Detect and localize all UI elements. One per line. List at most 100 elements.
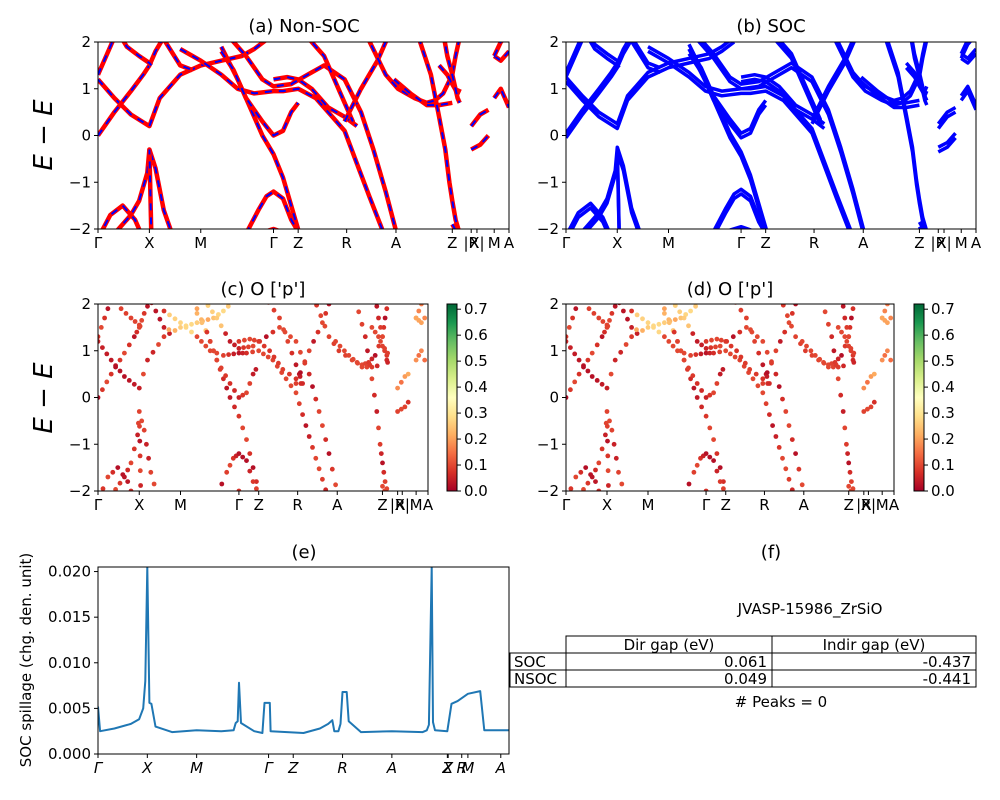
panel-d-point-290	[851, 350, 857, 356]
panel-c-xtick-label-11: A	[423, 496, 434, 514]
panel-c-point-154	[244, 390, 249, 396]
panel-a-band-dash-12	[247, 190, 298, 229]
panel-d-point-59	[572, 379, 578, 385]
panel-b-band-dn-0	[570, 206, 608, 229]
panel-b-band-dn-21	[909, 42, 929, 106]
panel-c-point-13	[128, 460, 134, 466]
panel-b-xtick-label-8: |R	[931, 234, 946, 252]
panel-b-band-up-11	[740, 72, 826, 126]
panel-d-plot-area	[566, 292, 894, 498]
panel-c-point-22	[148, 469, 154, 475]
panel-d-point-235	[789, 311, 795, 316]
panel-d-point-278	[845, 451, 850, 456]
panel-d-point-159	[709, 337, 714, 343]
panel-c-point-15	[135, 432, 141, 438]
panel-d-point-221	[748, 327, 753, 333]
panel-d-point-196	[708, 345, 714, 350]
panel-c-point-135	[232, 404, 237, 410]
panel-c-point-141	[254, 479, 259, 484]
panel-d-point-7	[596, 488, 602, 491]
panel-d-point-91	[640, 316, 645, 322]
panel-c-point-19	[141, 427, 147, 433]
panel-c-point-239	[318, 313, 324, 319]
panel-b-xtick-label-1: X	[612, 234, 622, 252]
panel-d-ytick-label-3: 1	[549, 342, 559, 360]
panel-d-point-273	[835, 376, 841, 382]
panel-a-band-dash-26	[493, 42, 503, 57]
panel-c-point-104	[240, 350, 246, 356]
panel-c-point-262	[355, 360, 360, 366]
panel-c-point-185	[236, 488, 242, 491]
panel-d-point-60	[576, 371, 582, 377]
panel-d-point-77	[586, 306, 592, 312]
panel-c-point-83	[145, 292, 150, 297]
panel-d-point-37	[594, 378, 600, 383]
panel-d-point-299	[846, 483, 852, 489]
panel-d-point-117	[767, 412, 772, 417]
panel-e-xtick-label-6: A	[386, 759, 397, 777]
panel-d-point-113	[750, 376, 756, 382]
panel-d-point-223	[756, 350, 762, 356]
panel-d-xtick-label-7: Z	[844, 496, 854, 514]
panel-c-point-209	[310, 384, 315, 389]
panel-b-band-dn-12	[715, 192, 765, 229]
panel-c-point-198	[250, 343, 256, 349]
panel-d-point-182	[721, 486, 726, 491]
panel-a-band-dash-15	[310, 42, 354, 122]
panel-d-point-275	[840, 409, 846, 414]
panel-d-point-277	[844, 441, 849, 447]
panel-d-point-285	[842, 334, 848, 340]
panel-c-point-152	[236, 395, 242, 400]
panel-d-point-71	[566, 334, 569, 340]
panel-e-xtick-label-3: Γ	[264, 759, 274, 777]
panel-c-point-125	[194, 306, 200, 312]
panel-c-point-117	[300, 412, 305, 417]
panel-c-point-299	[380, 483, 385, 489]
panel-c-point-234	[320, 320, 325, 326]
panel-d-point-85	[621, 308, 626, 314]
panel-c-colorbar	[446, 303, 458, 492]
panel-d-point-315	[885, 304, 890, 307]
panel-d-point-138	[711, 437, 716, 442]
panel-c-point-142	[194, 311, 200, 316]
panel-b-band-up-22	[917, 221, 926, 229]
panel-a-ytick-label-2: 0	[81, 127, 91, 145]
panel-c-point-37	[126, 378, 132, 383]
panel-c-point-12	[125, 467, 131, 473]
panel-c-point-313	[413, 315, 419, 321]
panel-c-point-77	[118, 306, 124, 312]
panel-c-point-4	[115, 465, 121, 470]
panel-d-point-226	[767, 381, 772, 386]
panel-d-point-6	[593, 479, 598, 484]
panel-c-point-70	[145, 304, 150, 309]
panel-d-point-75	[580, 292, 585, 297]
panel-b-band-dn-23	[937, 136, 957, 154]
panel-d-point-120	[776, 445, 782, 450]
panel-d-point-155	[714, 381, 720, 386]
panel-a-xtick-label-4: Z	[293, 234, 303, 252]
panel-c-cbar-tick-label-4: 0.4	[464, 378, 488, 396]
panel-a-ytick-label-3: 1	[81, 80, 91, 98]
panel-d-point-158	[703, 339, 709, 344]
panel-d-point-62	[585, 357, 591, 363]
table-row-soc-label: SOC	[514, 653, 546, 671]
panel-c-point-213	[323, 437, 329, 442]
panel-c-point-193	[227, 339, 233, 344]
panel-c-point-227	[297, 374, 303, 379]
panel-c-xtick-label-6: A	[332, 496, 343, 514]
panel-a-ytick-label-4: 2	[81, 33, 91, 51]
panel-a-band-1	[115, 147, 173, 229]
panel-c-point-56	[225, 304, 231, 309]
panel-c-point-7	[128, 488, 134, 491]
panel-d-point-121	[780, 455, 785, 461]
panel-b-band-dn-26	[959, 42, 973, 60]
panel-a-xtick-label-10: M	[488, 234, 501, 252]
panel-d-point-305	[861, 385, 867, 391]
panel-c-point-148	[218, 365, 224, 371]
panel-d-point-133	[691, 385, 697, 391]
panel-b-band-up-24	[936, 105, 957, 125]
panel-a-xtick-label-2: M	[194, 234, 207, 252]
panel-c-point-268	[356, 309, 362, 315]
panel-c-point-23	[151, 481, 157, 487]
panel-d-point-171	[682, 493, 687, 498]
